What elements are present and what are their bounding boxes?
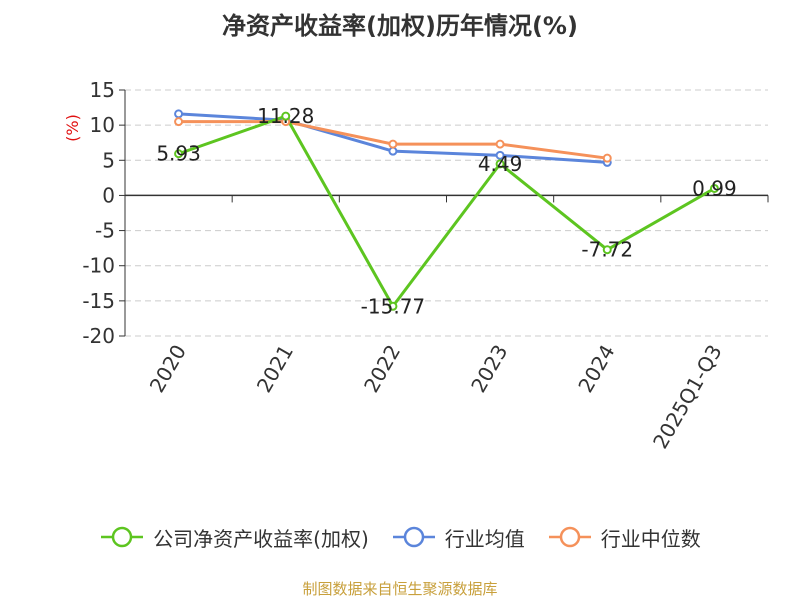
legend-swatch-icon <box>548 526 591 548</box>
legend-label: 公司净资产收益率(加权) <box>153 526 369 551</box>
data-point <box>495 139 505 149</box>
x-tick-label: 2025Q1-Q3 <box>648 341 727 453</box>
x-tick-label: 2020 <box>145 341 191 397</box>
y-tick-label: 0 <box>102 183 115 207</box>
data-point <box>174 117 184 127</box>
legend-label: 行业均值 <box>444 526 525 551</box>
data-point <box>602 245 612 255</box>
y-tick-label: 5 <box>102 148 115 172</box>
legend: 公司净资产收益率(加权) 行业均值 行业中位数 <box>0 520 800 554</box>
data-point <box>388 146 398 156</box>
data-point <box>602 153 612 163</box>
x-tick-label: 2021 <box>252 341 298 397</box>
chart-title: 净资产收益率(加权)历年情况(%) <box>222 12 578 40</box>
legend-item[interactable]: 公司净资产收益率(加权) <box>99 523 369 552</box>
x-tick-label: 2022 <box>359 341 405 397</box>
legend-swatch-icon <box>392 526 435 548</box>
data-point <box>174 109 184 119</box>
axes <box>119 89 769 337</box>
data-label: 0.99 <box>692 176 737 200</box>
data-point <box>388 301 398 311</box>
series-points <box>174 109 719 311</box>
x-tick-label: 2023 <box>466 341 512 397</box>
x-tick-label: 2024 <box>573 341 619 397</box>
legend-item[interactable]: 行业中位数 <box>547 523 701 552</box>
y-tick-label: 10 <box>90 113 115 137</box>
y-tick-labels: 15 10 5 0 -5 -10 -15 -20 <box>82 78 115 348</box>
data-point <box>495 150 505 160</box>
data-point <box>495 159 505 169</box>
data-label: 4.49 <box>478 152 523 176</box>
y-tick-label: -10 <box>82 254 115 278</box>
data-labels: 5.93 11.28 -15.77 4.49 -7.72 0.99 <box>156 104 736 318</box>
data-point <box>709 183 719 193</box>
series-lines <box>178 112 716 308</box>
series-line <box>178 114 716 308</box>
data-label: -15.77 <box>361 294 425 318</box>
gridlines <box>125 89 768 337</box>
legend-swatch-icon <box>101 526 144 548</box>
y-axis-label: (%) <box>63 114 82 142</box>
data-point <box>388 139 398 149</box>
data-label: 5.93 <box>156 142 201 166</box>
y-tick-label: 15 <box>90 78 115 102</box>
y-tick-label: -20 <box>82 324 115 348</box>
legend-item[interactable]: 行业均值 <box>391 523 525 552</box>
legend-label: 行业中位数 <box>600 526 701 551</box>
x-tick-labels: 2020 2021 2022 2023 2024 2025Q1-Q3 <box>145 341 727 453</box>
data-point <box>174 149 184 159</box>
y-tick-label: -15 <box>82 289 115 313</box>
data-label: 11.28 <box>257 104 314 128</box>
data-point <box>281 111 291 121</box>
data-label: -7.72 <box>581 238 633 262</box>
source-footer: 制图数据来自恒生聚源数据库 <box>302 580 498 598</box>
y-tick-label: -5 <box>95 219 115 243</box>
